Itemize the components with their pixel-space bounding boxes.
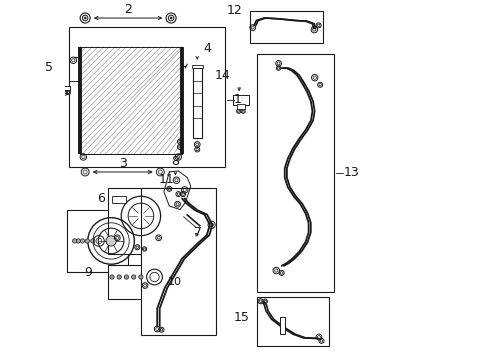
- Circle shape: [84, 17, 86, 19]
- Text: 6: 6: [97, 192, 104, 205]
- Bar: [279, 318, 284, 334]
- Bar: [108, 188, 167, 255]
- Bar: [69, 27, 224, 167]
- Bar: [112, 196, 126, 203]
- Text: 14: 14: [214, 69, 230, 82]
- Bar: [80, 47, 182, 154]
- Text: 11: 11: [159, 173, 175, 186]
- Bar: [191, 65, 202, 68]
- Text: 5: 5: [45, 60, 53, 73]
- Bar: [233, 95, 248, 105]
- Bar: [257, 297, 328, 346]
- Text: 3: 3: [119, 157, 126, 170]
- Circle shape: [80, 239, 84, 243]
- Circle shape: [139, 275, 143, 279]
- Text: 13: 13: [343, 166, 358, 179]
- Text: 7: 7: [194, 226, 202, 239]
- Circle shape: [72, 239, 77, 243]
- Text: 8: 8: [171, 156, 179, 168]
- Circle shape: [76, 239, 80, 243]
- Text: 12: 12: [226, 4, 242, 17]
- Bar: [141, 188, 215, 335]
- Text: 2: 2: [124, 3, 132, 16]
- Circle shape: [170, 17, 172, 19]
- Bar: [236, 104, 244, 109]
- Bar: [249, 11, 323, 43]
- Bar: [67, 210, 128, 272]
- Circle shape: [85, 239, 89, 243]
- Circle shape: [124, 275, 128, 279]
- Text: 9: 9: [84, 266, 92, 279]
- Bar: [108, 265, 167, 299]
- Circle shape: [131, 275, 136, 279]
- Circle shape: [106, 236, 116, 246]
- Text: 1: 1: [234, 93, 242, 106]
- Text: 15: 15: [234, 311, 249, 324]
- Bar: [192, 68, 202, 138]
- Bar: [62, 86, 70, 90]
- Text: 10: 10: [168, 277, 182, 287]
- Circle shape: [110, 275, 114, 279]
- Circle shape: [117, 275, 121, 279]
- Circle shape: [90, 239, 95, 243]
- Text: 4: 4: [203, 41, 211, 55]
- Bar: [257, 54, 333, 292]
